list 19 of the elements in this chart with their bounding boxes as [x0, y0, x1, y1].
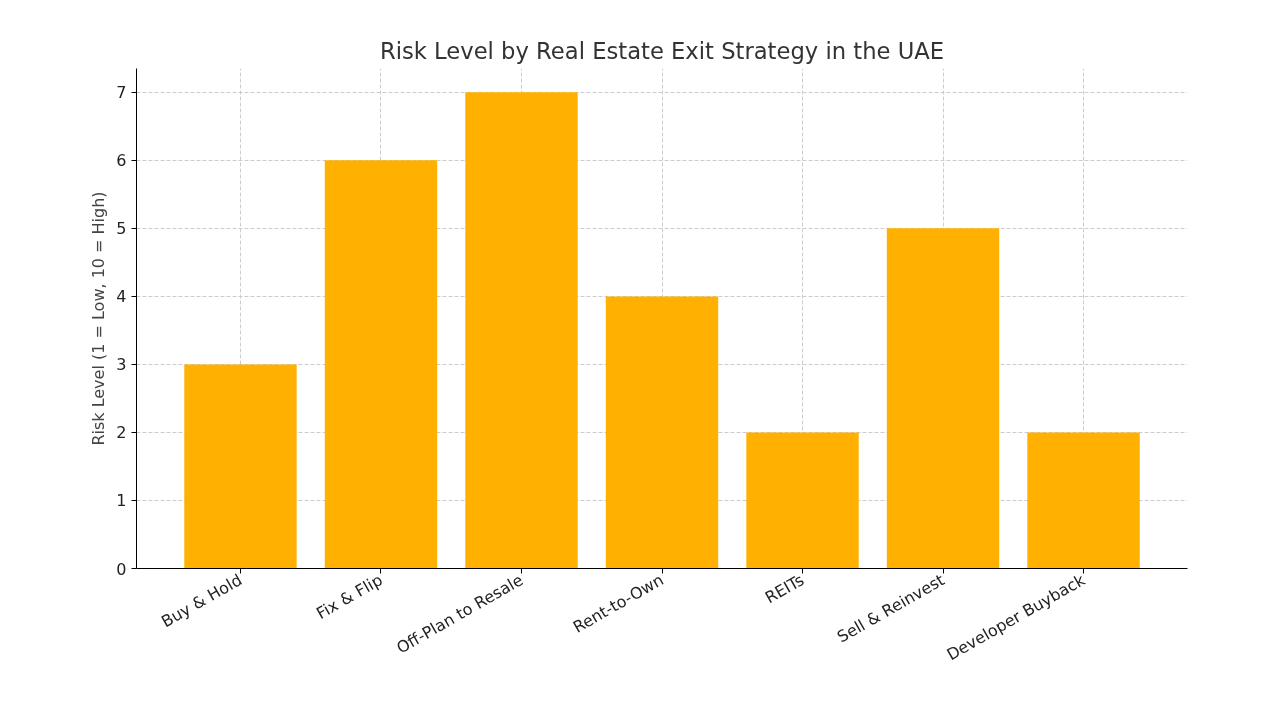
y-tick-label: 5: [116, 219, 127, 239]
bar: [465, 92, 578, 569]
bar: [746, 432, 859, 569]
x-tick-label: Fix & Flip: [313, 570, 386, 623]
bar: [1027, 432, 1140, 569]
y-tick-label: 2: [116, 423, 127, 443]
y-tick-label: 4: [116, 287, 127, 307]
x-tick-label: REITs: [761, 570, 808, 608]
y-axis-title: Risk Level (1 = Low, 10 = High): [89, 191, 109, 446]
y-tick-label: 3: [116, 355, 127, 375]
y-tick-label: 7: [116, 83, 127, 103]
bar: [184, 364, 297, 569]
y-tick-label: 1: [116, 491, 127, 511]
bar: [886, 228, 1000, 569]
y-tick-label: 0: [116, 559, 127, 579]
chart-title: Risk Level by Real Estate Exit Strategy in the UAE: [379, 37, 945, 64]
bar: [605, 296, 719, 569]
bar: [324, 160, 438, 569]
y-tick-label: 6: [116, 151, 127, 171]
